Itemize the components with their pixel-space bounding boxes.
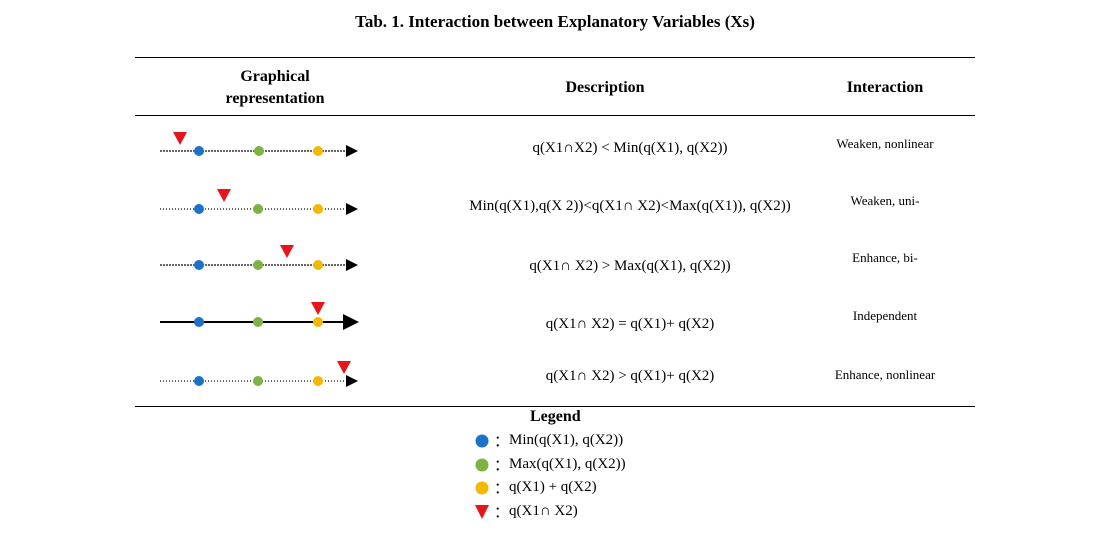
interaction-triangle — [173, 132, 187, 145]
legend-label: Max(q(X1), q(X2)) — [509, 456, 626, 472]
sum-point — [313, 317, 323, 327]
blue-dot-icon — [475, 434, 489, 447]
row-2-interaction: Weaken, uni- — [850, 193, 920, 208]
graph-row-3 — [160, 245, 358, 271]
max-point — [253, 260, 263, 270]
min-point — [194, 146, 204, 156]
header-rule — [135, 115, 975, 116]
legend-item-min: ： Min(q(X1), q(X2)) — [474, 430, 623, 451]
sum-point — [313, 146, 323, 156]
max-point — [253, 204, 263, 214]
interaction-triangle — [311, 302, 325, 315]
graphical-representation — [160, 132, 359, 387]
legend-item-interaction: ： q(X1∩ X2) — [474, 501, 578, 522]
max-point — [253, 317, 263, 327]
graph-row-2 — [160, 189, 358, 215]
table-caption: Tab. 1. Interaction between Explanatory … — [355, 12, 755, 31]
row-3-interaction: Enhance, bi- — [852, 250, 918, 265]
max-point — [253, 376, 263, 386]
row-4-description: q(X1∩ X2) = q(X1)+ q(X2) — [545, 316, 715, 332]
legend-label: Min(q(X1), q(X2)) — [509, 432, 624, 448]
green-dot-icon — [475, 458, 489, 471]
red-triangle-icon — [475, 504, 489, 519]
max-point — [254, 146, 264, 156]
row-4-interaction: Independent — [852, 308, 918, 323]
legend-title: Legend — [530, 408, 581, 425]
sum-point — [313, 260, 323, 270]
legend-label: q(X1) + q(X2) — [509, 479, 597, 495]
legend-label: q(X1∩ X2) — [509, 503, 578, 519]
row-1-interaction: Weaken, nonlinear — [836, 136, 934, 151]
interaction-triangle — [217, 189, 231, 202]
interaction-triangle — [337, 361, 351, 374]
interaction-triangle — [280, 245, 294, 258]
graph-row-1 — [160, 132, 358, 157]
graph-row-4 — [160, 302, 359, 330]
min-point — [194, 260, 204, 270]
bottom-rule — [135, 406, 975, 407]
top-rule — [135, 57, 975, 58]
legend-item-max: ： Max(q(X1), q(X2)) — [474, 454, 626, 475]
min-point — [194, 317, 204, 327]
legend-item-sum: ： q(X1) + q(X2) — [474, 477, 597, 498]
header-description: Description — [565, 79, 645, 96]
header-graphical: Graphical representation — [225, 68, 325, 107]
row-5-interaction: Enhance, nonlinear — [834, 367, 936, 382]
row-5-description: q(X1∩ X2) > q(X1)+ q(X2) — [545, 368, 715, 384]
header-interaction: Interaction — [846, 79, 924, 96]
row-3-description: q(X1∩ X2) > Max(q(X1), q(X2)) — [529, 258, 731, 274]
min-point — [194, 376, 204, 386]
min-point — [194, 204, 204, 214]
graph-row-5 — [160, 361, 358, 387]
yellow-dot-icon — [475, 481, 489, 494]
sum-point — [313, 376, 323, 386]
row-2-description: Min(q(X1),q(X 2))<q(X1∩ X2)<Max(q(X1)), … — [469, 198, 791, 214]
row-1-description: q(X1∩X2) < Min(q(X1), q(X2)) — [532, 140, 728, 156]
sum-point — [313, 204, 323, 214]
